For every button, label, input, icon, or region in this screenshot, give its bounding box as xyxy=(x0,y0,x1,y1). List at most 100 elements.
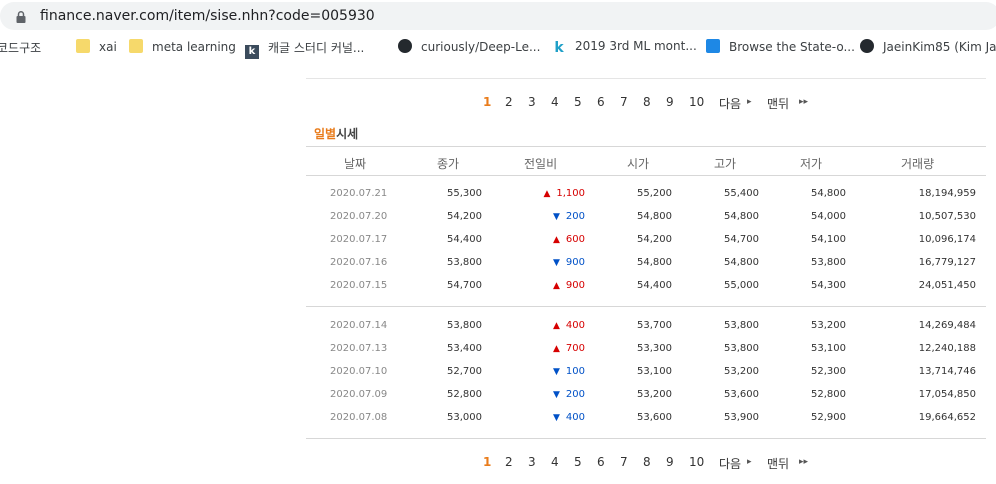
bookmark-item[interactable]: curiously/Deep-Le... xyxy=(398,39,540,54)
bookmark-item[interactable]: k 2019 3rd ML mont... xyxy=(552,39,696,56)
page-link[interactable]: 7 xyxy=(620,455,628,469)
change-value: 200 xyxy=(565,211,585,222)
chevron-right-icon: ▸ xyxy=(747,457,752,467)
bookmark-item[interactable]: k 캐글 스터디 커널... xyxy=(245,39,364,59)
group-divider xyxy=(306,306,986,307)
page-link[interactable]: 10 xyxy=(689,95,705,109)
high-price-cell: 54,800 xyxy=(724,211,759,222)
url-text[interactable]: finance.naver.com/item/sise.nhn?code=005… xyxy=(40,8,375,24)
page-link[interactable]: 5 xyxy=(574,455,582,469)
volume-cell: 10,507,530 xyxy=(918,211,976,222)
table-row: 2020.07.17 54,400 54,200 54,700 54,100 10,096… xyxy=(306,230,986,252)
date-cell: 2020.07.13 xyxy=(330,343,388,354)
change-cell: ▲ 600 xyxy=(553,234,585,245)
bookmark-label: 캐글 스터디 커널... xyxy=(268,41,365,55)
table-row: 2020.07.14 53,800 53,700 53,800 53,200 14,269… xyxy=(306,316,986,338)
change-value: 400 xyxy=(565,412,585,423)
table-top-border xyxy=(306,146,986,147)
open-price-cell: 54,800 xyxy=(637,257,672,268)
open-price-cell: 55,200 xyxy=(637,188,672,199)
kaggle-k-icon: k xyxy=(245,45,259,59)
next-page-link[interactable]: 다음 xyxy=(719,457,742,471)
paperswithcode-icon xyxy=(706,39,720,53)
high-price-cell: 53,600 xyxy=(724,389,759,400)
table-row: 2020.07.21 55,300 55,200 55,400 54,800 18,194… xyxy=(306,184,986,206)
bookmark-item[interactable]: Browse the State-o... xyxy=(706,39,855,54)
open-price-cell: 53,600 xyxy=(637,412,672,423)
page-link[interactable]: 4 xyxy=(551,95,559,109)
section-title-rest: 시세 xyxy=(336,127,359,141)
page-link[interactable]: 6 xyxy=(597,95,605,109)
up-triangle-icon: ▲ xyxy=(552,321,560,331)
up-triangle-icon: ▲ xyxy=(552,281,560,291)
down-triangle-icon: ▼ xyxy=(552,413,560,423)
page-link[interactable]: 9 xyxy=(666,455,674,469)
change-cell: ▼ 200 xyxy=(553,389,585,400)
date-cell: 2020.07.20 xyxy=(330,211,388,222)
bookmark-label: xai xyxy=(99,40,117,54)
high-price-cell: 53,800 xyxy=(724,320,759,331)
page-current[interactable]: 1 xyxy=(483,95,492,109)
high-price-cell: 53,200 xyxy=(724,366,759,377)
bookmark-label: 코드구조 xyxy=(0,41,42,55)
table-row: 2020.07.10 52,700 53,100 53,200 52,300 13,714… xyxy=(306,362,986,384)
k-icon: k xyxy=(554,40,564,56)
low-price-cell: 54,300 xyxy=(811,280,846,291)
low-price-cell: 53,800 xyxy=(811,257,846,268)
high-price-cell: 53,900 xyxy=(724,412,759,423)
open-price-cell: 53,300 xyxy=(637,343,672,354)
volume-cell: 13,714,746 xyxy=(918,366,976,377)
chevron-right-icon: ▸ xyxy=(747,97,752,107)
double-chevron-right-icon: ▸▸ xyxy=(799,97,809,107)
low-price-cell: 52,800 xyxy=(811,389,846,400)
close-price-cell: 54,700 xyxy=(447,280,482,291)
change-cell: ▼ 200 xyxy=(553,211,585,222)
page-link[interactable]: 7 xyxy=(620,95,628,109)
down-triangle-icon: ▼ xyxy=(552,390,560,400)
page-link[interactable]: 10 xyxy=(689,455,705,469)
page-link[interactable]: 9 xyxy=(666,95,674,109)
close-price-cell: 54,400 xyxy=(447,234,482,245)
page-link[interactable]: 2 xyxy=(505,455,513,469)
next-page-link[interactable]: 다음 xyxy=(719,97,742,111)
bookmark-item[interactable]: meta learning xyxy=(129,39,236,54)
open-price-cell: 54,800 xyxy=(637,211,672,222)
up-triangle-icon: ▲ xyxy=(543,189,551,199)
change-cell: ▲ 900 xyxy=(553,280,585,291)
bookmark-item[interactable]: JaeinKim85 (Kim Ja... xyxy=(860,39,996,54)
high-price-cell: 54,800 xyxy=(724,257,759,268)
browser-chrome: finance.naver.com/item/sise.nhn?code=005… xyxy=(0,0,996,68)
bookmark-label: JaeinKim85 (Kim Ja... xyxy=(883,40,996,54)
table-row: 2020.07.08 53,000 53,600 53,900 52,900 19,664… xyxy=(306,408,986,430)
volume-cell: 12,240,188 xyxy=(918,343,976,354)
high-price-cell: 54,700 xyxy=(724,234,759,245)
folder-icon xyxy=(76,39,90,53)
last-page-link[interactable]: 맨뒤 xyxy=(767,457,790,471)
bookmark-item[interactable]: 코드구조 xyxy=(0,39,41,56)
date-cell: 2020.07.09 xyxy=(330,389,388,400)
page-link[interactable]: 6 xyxy=(597,455,605,469)
low-price-cell: 54,800 xyxy=(811,188,846,199)
page-link[interactable]: 8 xyxy=(643,95,651,109)
change-value: 200 xyxy=(565,389,585,400)
page-current[interactable]: 1 xyxy=(483,455,492,469)
bookmarks-bar: 코드구조 xai meta learning k 캐글 스터디 커널... cur… xyxy=(0,34,996,62)
column-header: 전일비 xyxy=(524,157,558,171)
down-triangle-icon: ▼ xyxy=(552,258,560,268)
page-link[interactable]: 8 xyxy=(643,455,651,469)
table-row: 2020.07.15 54,700 54,400 55,000 54,300 24,051… xyxy=(306,276,986,298)
page-link[interactable]: 3 xyxy=(528,455,536,469)
table-row: 2020.07.09 52,800 53,200 53,600 52,800 17,054… xyxy=(306,385,986,407)
up-triangle-icon: ▲ xyxy=(552,235,560,245)
page-link[interactable]: 2 xyxy=(505,95,513,109)
last-page-link[interactable]: 맨뒤 xyxy=(767,97,790,111)
bookmark-item[interactable]: xai xyxy=(76,39,117,54)
page-link[interactable]: 5 xyxy=(574,95,582,109)
page-link[interactable]: 4 xyxy=(551,455,559,469)
address-bar[interactable]: finance.naver.com/item/sise.nhn?code=005… xyxy=(0,2,996,30)
date-cell: 2020.07.08 xyxy=(330,412,388,423)
down-triangle-icon: ▼ xyxy=(552,212,560,222)
up-triangle-icon: ▲ xyxy=(552,344,560,354)
close-price-cell: 53,000 xyxy=(447,412,482,423)
page-link[interactable]: 3 xyxy=(528,95,536,109)
